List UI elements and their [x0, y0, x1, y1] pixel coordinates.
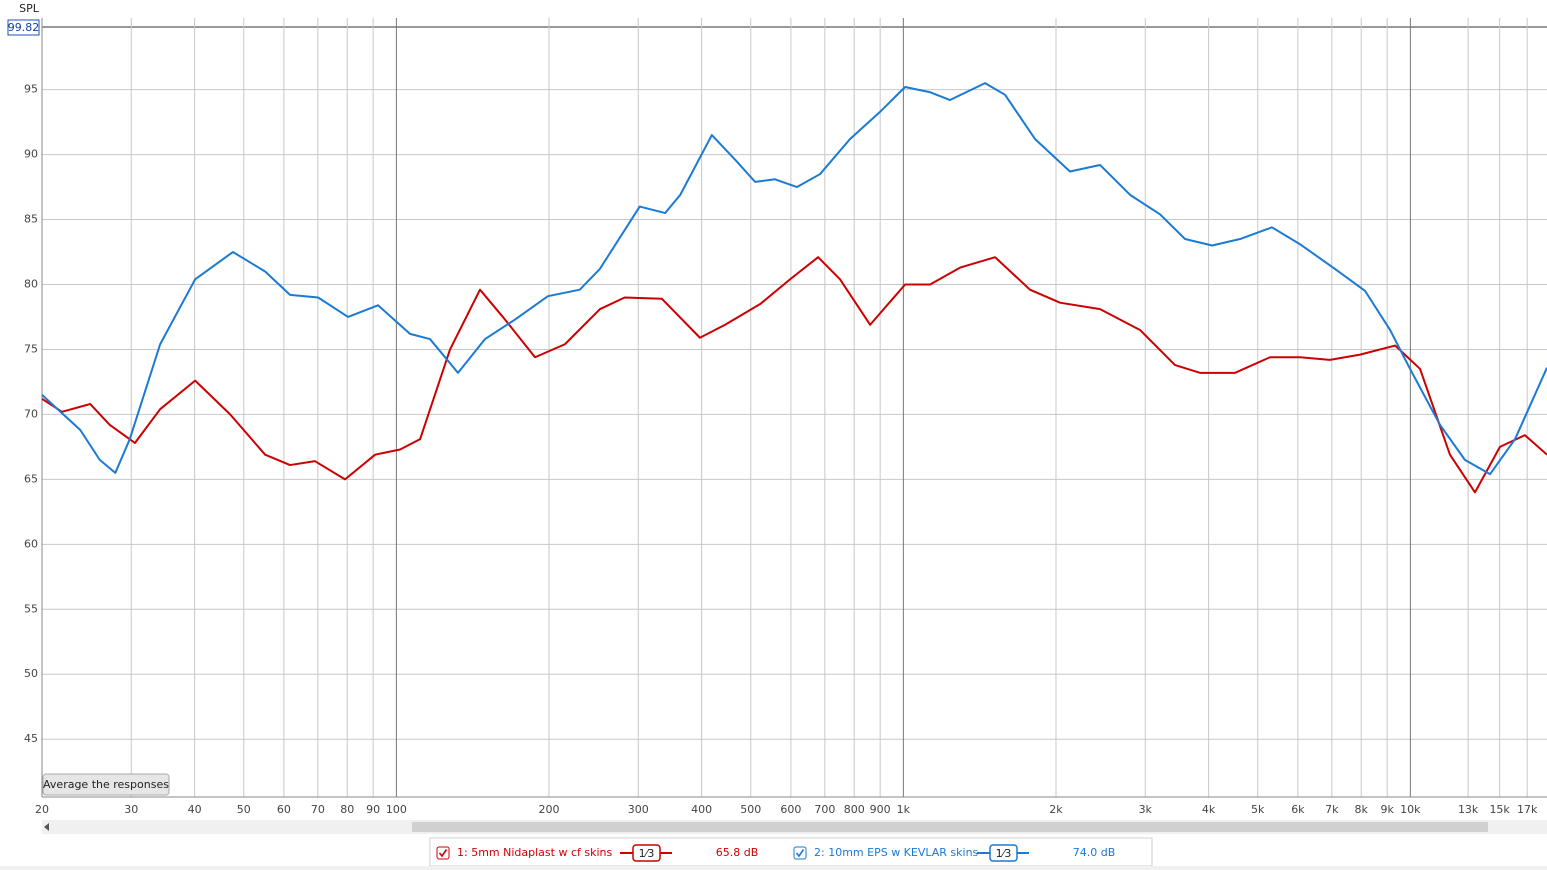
y-tick-label: 60: [24, 537, 38, 550]
x-tick-label: 13k: [1458, 803, 1479, 816]
x-tick-label: 1k: [897, 803, 911, 816]
y-tick-label: 70: [24, 407, 38, 420]
y-tick-label: 55: [24, 602, 38, 615]
legend-checkbox[interactable]: [793, 846, 807, 860]
lines: [41, 82, 1547, 494]
x-tick-label: 70: [311, 803, 325, 816]
x-tick-label: 4k: [1202, 803, 1216, 816]
y-tick-label: 85: [24, 213, 38, 226]
x-tick-label: 800: [844, 803, 865, 816]
level-label: 65.8 dB: [716, 846, 759, 859]
y-tick-label: 65: [24, 472, 38, 485]
y-tick-label: 95: [24, 83, 38, 96]
smoothing-label[interactable]: 1⁄3: [639, 847, 655, 860]
x-tick-label: 700: [814, 803, 835, 816]
x-tick-label: 200: [538, 803, 559, 816]
x-tick-label: 900: [870, 803, 891, 816]
x-tick-label: 6k: [1291, 803, 1305, 816]
x-tick-label: 5k: [1251, 803, 1265, 816]
y-tick-label: 50: [24, 667, 38, 680]
x-tick-label: 400: [691, 803, 712, 816]
x-tick-label: 80: [340, 803, 354, 816]
legend-check[interactable]: [438, 849, 448, 858]
x-tick-label: 2k: [1049, 803, 1063, 816]
x-tick-label: 3k: [1139, 803, 1153, 816]
series-line: [41, 256, 1547, 494]
grid: [41, 18, 1547, 798]
x-tick-label: 7k: [1325, 803, 1339, 816]
y-max-box: [7, 19, 40, 36]
x-tick-label: 20: [35, 803, 49, 816]
x-tick-label: 10k: [1400, 803, 1421, 816]
y-tick-label: 90: [24, 148, 38, 161]
x-tick-label: 600: [780, 803, 801, 816]
x-tick-label: 60: [277, 803, 291, 816]
scrollbar-thumb[interactable]: [412, 822, 1488, 832]
smoothing-label[interactable]: 1⁄3: [996, 847, 1012, 860]
x-tick-label: 15k: [1489, 803, 1510, 816]
x-tick-label: 300: [628, 803, 649, 816]
legend-checkbox[interactable]: [436, 846, 450, 860]
legend-name: 1: 5mm Nidaplast w cf skins: [457, 846, 612, 859]
y-max-label: 99.82: [8, 21, 40, 34]
average-button-label[interactable]: Average the responses: [43, 778, 169, 791]
x-tick-label: 50: [237, 803, 251, 816]
y-axis-label: SPL: [19, 2, 40, 15]
legend-box: [429, 837, 1153, 867]
x-tick-label: 8k: [1355, 803, 1369, 816]
x-tick-label: 100: [386, 803, 407, 816]
y-tick-label: 75: [24, 342, 38, 355]
smoothing-box[interactable]: [632, 844, 661, 862]
y-tick-label: 45: [24, 732, 38, 745]
x-tick-label: 90: [366, 803, 380, 816]
x-tick-label: 500: [740, 803, 761, 816]
x-tick-label: 40: [188, 803, 202, 816]
average-button[interactable]: [42, 773, 170, 796]
x-tick-label: 30: [124, 803, 138, 816]
y-tick-label: 80: [24, 277, 38, 290]
series-line: [41, 82, 1547, 476]
x-tick-label: 9k: [1380, 803, 1394, 816]
level-label: 74.0 dB: [1073, 846, 1116, 859]
plot-area: [42, 18, 1547, 797]
legend-name: 2: 10mm EPS w KEVLAR skins: [814, 846, 979, 859]
x-tick-label: 17k: [1517, 803, 1538, 816]
legend-check[interactable]: [795, 849, 805, 858]
legend: 1: 5mm Nidaplast w cf skins 1⁄3 65.8 dB 2: …: [436, 844, 1116, 862]
scroll-left-arrow[interactable]: [44, 823, 49, 831]
smoothing-box[interactable]: [989, 844, 1018, 862]
